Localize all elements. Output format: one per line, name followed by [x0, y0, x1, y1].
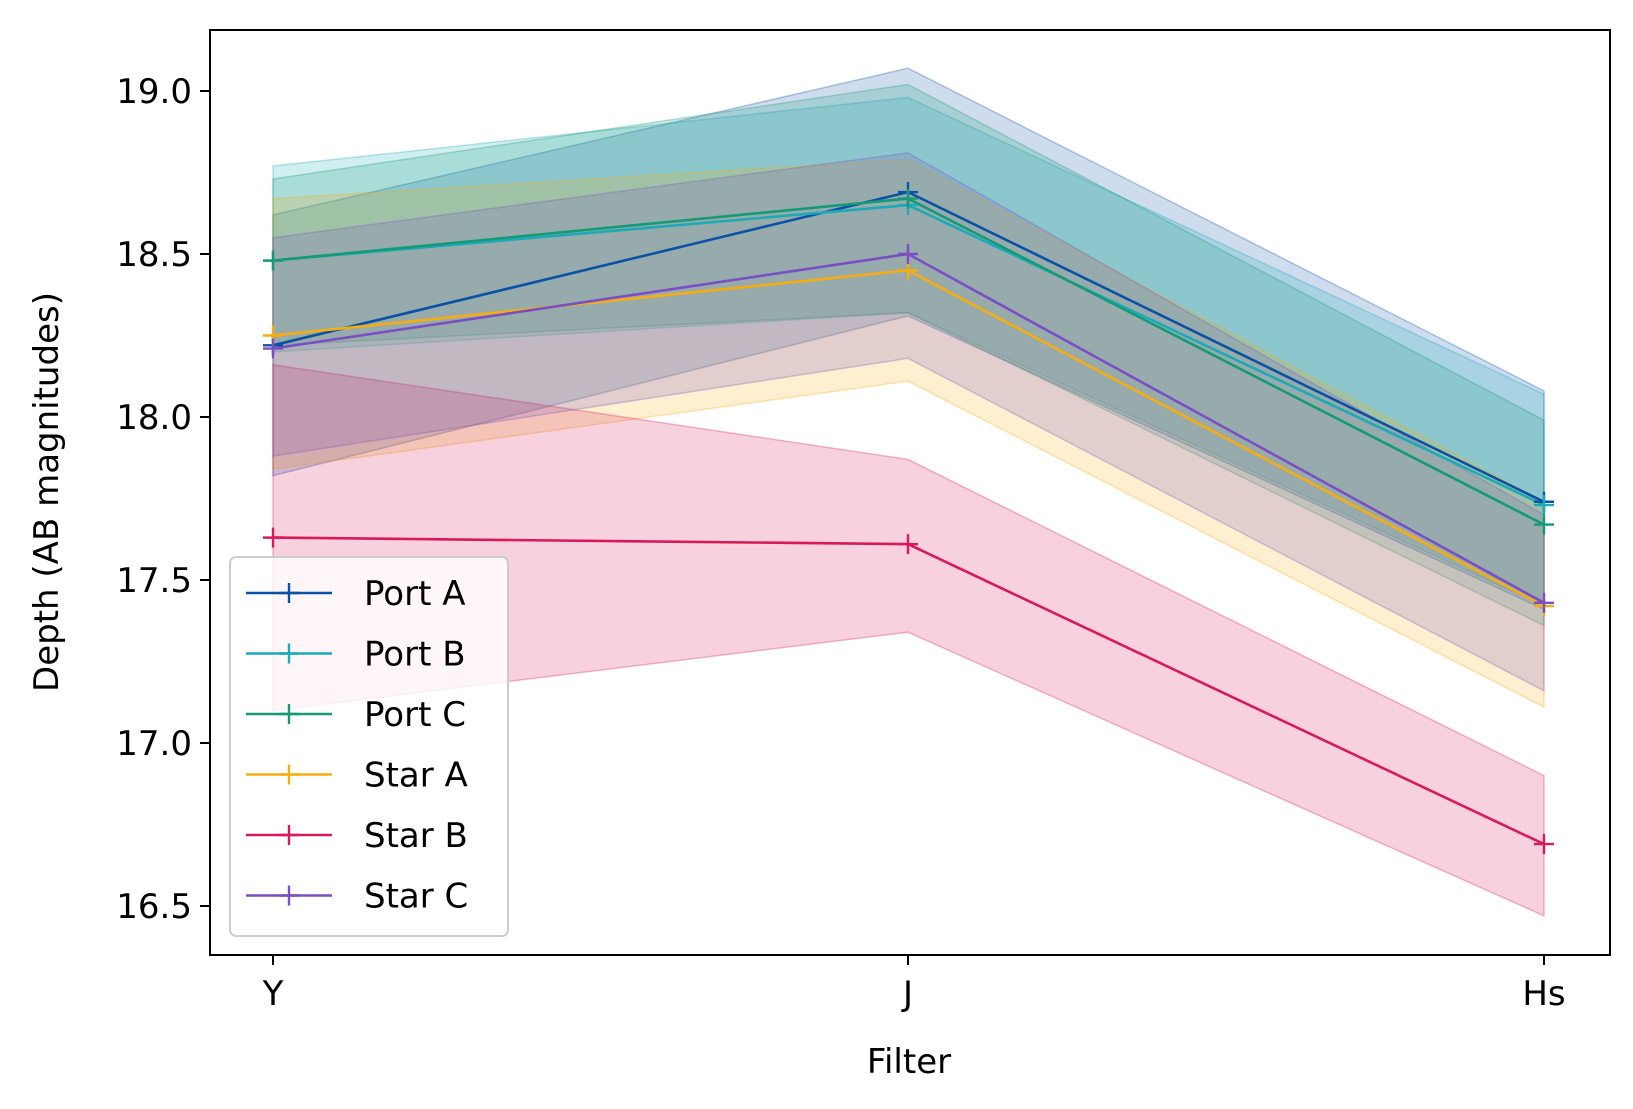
legend-marker-port-a — [279, 583, 299, 603]
point-port-c-j — [898, 188, 918, 209]
legend-marker-star-a — [279, 764, 299, 785]
legend-label-star-a: Star A — [364, 756, 468, 796]
legend-marker-port-b — [279, 643, 299, 664]
point-star-b-hs — [1534, 834, 1554, 855]
legend-item-star-a: Star A — [246, 756, 468, 796]
plot-area-frame — [209, 29, 1611, 956]
legend-label-port-a: Port A — [364, 574, 465, 614]
y-tick-label: 19.0 — [116, 72, 192, 112]
legend-marker-star-c — [279, 885, 299, 906]
legend-box — [229, 556, 509, 937]
point-port-c-hs — [1534, 514, 1554, 535]
y-axis-label: Depth (AB magnitudes) — [27, 292, 67, 692]
point-port-c-y — [263, 250, 283, 271]
legend-marker-star-b — [279, 825, 299, 845]
point-star-c-y — [263, 338, 283, 359]
y-axis-ticks: 16.5 17.0 17.5 18.0 18.5 19.0 — [116, 72, 210, 927]
band-star-c — [272, 152, 1545, 693]
legend-marker-port-c — [279, 704, 299, 724]
x-tick-label: J — [901, 974, 913, 1014]
legend-item-port-c: Port C — [246, 695, 466, 735]
legend-label-star-c: Star C — [364, 877, 468, 917]
point-star-c-hs — [1534, 592, 1554, 613]
legend-item-port-b: Port B — [246, 635, 466, 675]
legend-item-star-c: Star C — [246, 877, 468, 917]
x-axis-label: Filter — [867, 1042, 951, 1082]
x-axis-ticks: Y J Hs — [262, 955, 1566, 1014]
point-star-b-j — [898, 534, 918, 555]
legend-item-port-a: Port A — [246, 574, 465, 614]
legend-label-star-b: Star B — [364, 816, 468, 856]
point-star-b-y — [263, 527, 283, 548]
y-tick-label: 17.0 — [116, 724, 192, 764]
legend-label-port-c: Port C — [364, 695, 466, 735]
legend-label-port-b: Port B — [364, 635, 466, 675]
band-star-a — [272, 158, 1545, 709]
legend-item-star-b: Star B — [246, 816, 468, 856]
y-tick-label: 18.5 — [116, 235, 192, 275]
legend: Port A Port B Port C Star A Star B Star C — [229, 556, 509, 937]
point-star-c-j — [898, 244, 918, 264]
x-tick-label: Y — [262, 974, 284, 1014]
y-tick-label: 17.5 — [116, 561, 192, 601]
y-tick-label: 18.0 — [116, 398, 192, 438]
series-markers — [263, 182, 1554, 855]
point-port-b-hs — [1534, 495, 1554, 516]
x-tick-label: Hs — [1522, 974, 1565, 1014]
y-tick-label: 16.5 — [116, 887, 192, 927]
